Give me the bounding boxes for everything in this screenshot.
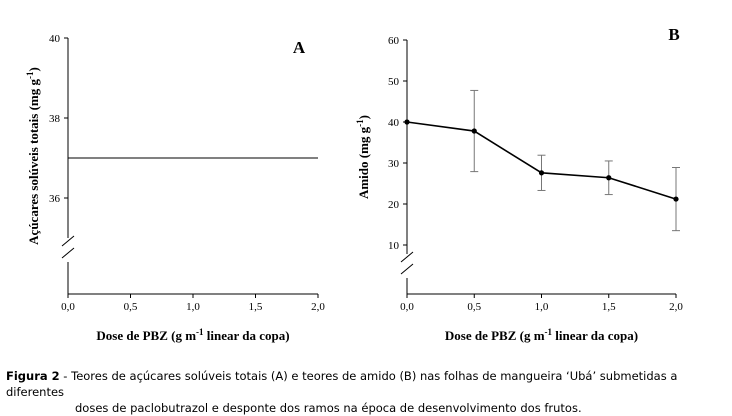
- caption-label: Figura 2: [6, 369, 60, 383]
- y-tick-label: 40: [49, 33, 61, 45]
- y-axis-title-b: Amido (mg g-1): [355, 115, 371, 199]
- y-tick-label: 20: [388, 199, 400, 211]
- figure-caption: Figura 2 - Teores de açúcares solúveis t…: [6, 368, 728, 416]
- axis-break-mark: [61, 247, 75, 259]
- y-tick-label: 50: [388, 76, 400, 88]
- data-point: [404, 119, 410, 125]
- axis-break-mark: [400, 251, 414, 263]
- x-tick-label: 0,0: [400, 301, 414, 313]
- figure-charts: 40 38 36 0,0 0,5 1,0 1,5 2,0 A Açúcares solúveis …: [25, 25, 683, 343]
- y-axis-title-a: Açúcares solúveis totais (mg g-1): [25, 67, 41, 245]
- x-axis-title-a: Dose de PBZ (g m-1 linear da copa): [96, 327, 289, 343]
- y-tick-label: 40: [388, 117, 400, 129]
- panel-label-a: A: [293, 38, 306, 57]
- caption-text-line1: - Teores de açúcares solúveis totais (A)…: [6, 369, 678, 399]
- y-tick-label: 38: [49, 113, 61, 125]
- axis-break-mark: [61, 235, 75, 247]
- y-tick-label: 60: [388, 35, 400, 47]
- x-tick-label: 1,0: [186, 301, 200, 313]
- data-point: [606, 175, 612, 181]
- axis-break-mark: [400, 263, 414, 275]
- y-tick-label: 30: [388, 158, 400, 170]
- x-tick-label: 2,0: [311, 301, 325, 313]
- y-tick-label: 10: [388, 240, 400, 252]
- data-point: [673, 196, 679, 202]
- x-tick-label: 1,0: [535, 301, 549, 313]
- x-tick-label: 0,5: [124, 301, 138, 313]
- x-tick-label: 0,0: [61, 301, 75, 313]
- y-tick-label: 36: [49, 193, 61, 205]
- x-tick-label: 0,5: [467, 301, 481, 313]
- data-point: [471, 128, 477, 134]
- caption-text-line2: doses de paclobutrazol e desponte dos ra…: [75, 401, 582, 415]
- x-axis-title-b: Dose de PBZ (g m-1 linear da copa): [445, 327, 638, 343]
- x-tick-label: 1,5: [249, 301, 263, 313]
- data-point: [538, 170, 545, 176]
- x-tick-label: 1,5: [602, 301, 616, 313]
- x-tick-label: 2,0: [669, 301, 683, 313]
- panel-label-b: B: [668, 25, 679, 44]
